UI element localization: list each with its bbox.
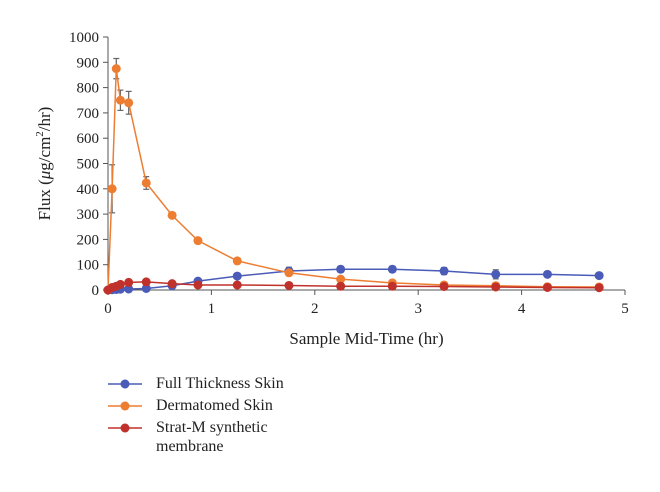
data-point [141,283,151,293]
data-point [336,264,346,274]
data-point [124,98,134,108]
data-point [232,280,242,290]
data-point [491,269,501,279]
data-point [542,269,552,279]
y-tick-label: 0 [92,283,100,299]
legend-item-dermatomed: Dermatomed Skin [108,395,408,417]
y-tick-label: 400 [77,182,100,198]
y-axis-title-mu: μ [35,171,54,181]
data-point [232,256,242,266]
legend-label-strat-m: Strat-M synthetic membrane [156,418,268,456]
x-tick-label: 3 [414,301,422,317]
x-tick-label: 5 [621,301,629,317]
y-tick-label: 300 [77,207,100,223]
series-3 [103,277,604,295]
y-tick-label: 1000 [69,30,99,46]
data-point [115,95,125,105]
data-point [284,268,294,278]
data-point [387,264,397,274]
legend-label-full-thickness: Full Thickness Skin [156,375,284,392]
y-axis-title: Flux (μg/cm2/hr) [34,107,54,221]
y-tick-label: 800 [77,81,100,97]
legend-label-strat-m-line2: membrane [156,438,224,455]
y-axis-ticks: 0 100 200 300 400 500 600 700 800 900 1000 [69,30,108,299]
y-tick-label: 200 [77,232,100,248]
legend-label-dermatomed: Dermatomed Skin [156,397,273,414]
data-point [439,266,449,276]
y-tick-label: 900 [77,55,100,71]
axes [107,37,625,291]
series-2 [103,57,604,295]
y-axis-title-superscript: 2 [34,131,46,137]
data-point [111,64,121,74]
data-point [336,274,346,284]
legend: Full Thickness Skin Dermatomed Skin Stra… [108,373,408,461]
legend-item-full-thickness: Full Thickness Skin [108,373,408,395]
legend-marker-dermatomed [108,401,142,411]
y-axis-title-part-1: Flux ( [35,179,54,220]
y-tick-label: 100 [77,258,100,274]
data-point [107,184,117,194]
data-point [167,279,177,289]
data-point [124,277,134,287]
y-axis-title-part-3: /hr) [35,107,54,132]
series-line [107,68,600,291]
legend-marker-strat-m [108,423,142,433]
data-point [387,281,397,291]
data-point [167,210,177,220]
data-point [491,282,501,292]
x-tick-label: 4 [518,301,526,317]
data-point [284,280,294,290]
y-tick-label: 600 [77,131,100,147]
y-axis-title-part-2: g/cm [35,137,54,171]
y-tick-label: 700 [77,106,100,122]
data-point [193,236,203,246]
legend-item-strat-m: Strat-M synthetic membrane [108,417,408,461]
data-point [594,283,604,293]
data-point [115,279,125,289]
data-point [141,178,151,188]
data-point [232,271,242,281]
x-tick-label: 0 [104,301,112,317]
data-point [336,281,346,291]
x-axis-title: Sample Mid-Time (hr) [289,329,443,348]
x-tick-label: 2 [311,301,319,317]
x-axis-ticks: 0 1 2 3 4 5 [104,290,629,317]
legend-label-strat-m-line1: Strat-M synthetic [156,419,268,436]
x-tick-label: 1 [208,301,216,317]
data-point [124,284,134,294]
y-tick-label: 500 [77,157,100,173]
data-point [141,277,151,287]
data-point [193,280,203,290]
data-point [594,271,604,281]
data-point [542,282,552,292]
data-point [439,281,449,291]
plot-series [103,57,604,295]
legend-marker-full-thickness [108,379,142,389]
